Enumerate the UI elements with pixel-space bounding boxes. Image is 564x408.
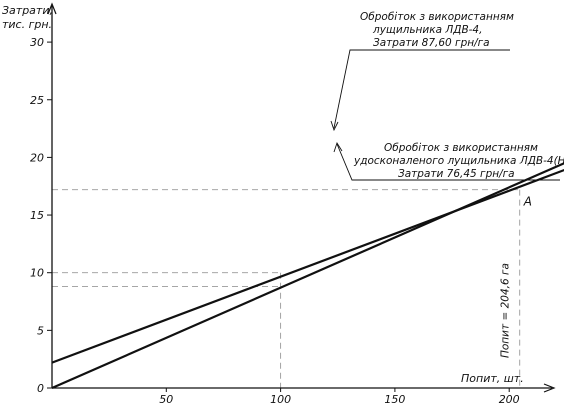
callout-1-leader [333,49,510,129]
x-ticks: 50100150200250300350 [159,388,520,406]
guide-lines [52,189,521,388]
intersection-point-label: A [523,195,532,209]
axes [47,2,556,393]
x-tick-label: 50 [159,393,173,406]
series-line-1 [51,162,564,390]
y-tick-label: 15 [30,209,44,222]
y-tick-label: 0 [37,382,44,395]
callout-1-line1: Обробіток з використанням [360,11,514,23]
x-tick-label: 150 [384,393,405,406]
callout-1-line2: лущильника ЛДВ-4, [372,24,482,36]
x-axis-title: Попит, шт. [461,372,524,385]
series-line-2 [51,168,564,364]
demand-value-label: Попит = 204,6 га [500,263,512,358]
y-tick-label: 30 [30,36,44,49]
callout-2-line1: Обробіток з використанням [384,142,538,154]
y-axis-arrow-icon [47,2,57,15]
x-tick-label: 200 [499,393,520,406]
callout-leaders [330,49,560,181]
y-ticks: 0 5 10 15 20 25 30 [30,36,52,395]
y-axis-title-line1: Затрати, [2,4,53,17]
callout-1-arrow-icon [330,120,339,132]
callout-2-leader [336,143,560,181]
series-lines [51,162,564,390]
x-axis-arrow-icon [543,383,556,393]
callout-2-line2: удосконаленого лущильника ЛДВ-4(Н), [353,155,564,167]
callout-1-line3: Затрати 87,60 грн/га [373,37,490,49]
y-tick-label: 10 [30,267,44,280]
y-axis-title-line2: тис. грн. [2,18,52,31]
y-tick-label: 25 [30,94,44,107]
y-tick-label: 5 [37,324,44,337]
y-tick-label: 20 [30,151,44,164]
x-tick-label: 100 [270,393,291,406]
callout-2-line3: Затрати 76,45 грн/га [398,168,515,180]
callout-2-arrow-icon [333,141,343,153]
